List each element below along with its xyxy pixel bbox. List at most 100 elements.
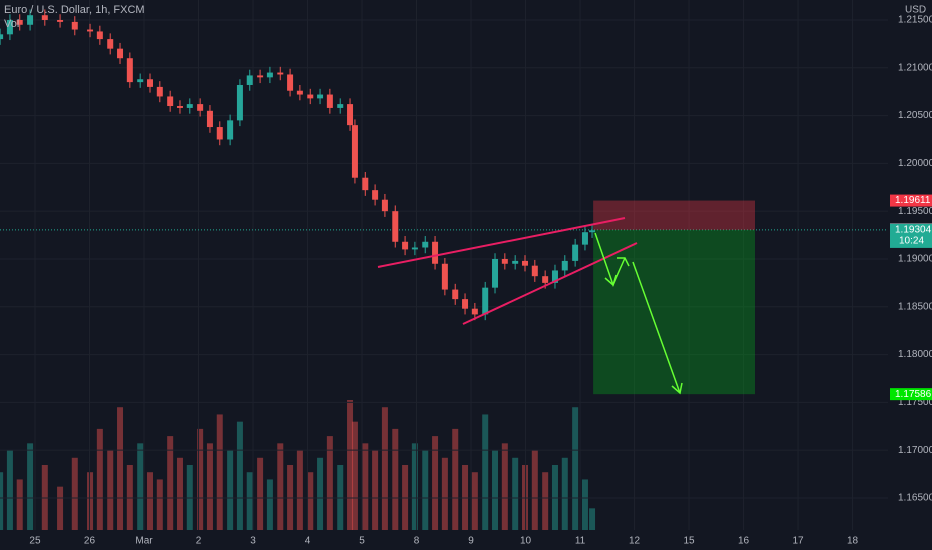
wedge-lower xyxy=(462,242,638,325)
volume-bar xyxy=(96,428,103,530)
volume-bar xyxy=(277,443,284,530)
price-tag-label: 1.17586 xyxy=(895,389,932,400)
volume-bar xyxy=(326,436,333,530)
volume-bar xyxy=(512,457,519,530)
candle-body xyxy=(216,127,223,140)
volume-bar xyxy=(87,472,94,530)
x-tick-label: 16 xyxy=(738,536,750,547)
candle-body xyxy=(266,72,273,78)
volume-bar xyxy=(422,450,429,530)
volume-bar xyxy=(441,457,448,530)
x-tick-label: 9 xyxy=(468,536,474,547)
x-tick-label: 18 xyxy=(847,536,859,547)
y-tick-label: 1.17500 xyxy=(898,397,932,408)
candle-body xyxy=(581,232,588,245)
volume-bar xyxy=(146,472,153,530)
x-tick-label: 11 xyxy=(575,536,586,547)
candle-body xyxy=(27,15,34,25)
candle-body xyxy=(561,260,568,271)
x-tick-label: 5 xyxy=(359,536,365,547)
volume-bar xyxy=(0,472,4,530)
volume-bar xyxy=(227,450,234,530)
candle-body xyxy=(87,29,94,32)
volume-bar xyxy=(381,407,388,530)
candle-body xyxy=(402,241,409,250)
candle-body xyxy=(337,104,344,108)
candle-body xyxy=(452,289,459,300)
candle-body xyxy=(482,287,489,315)
volume-bar xyxy=(137,443,144,530)
price-tag xyxy=(890,388,932,401)
volume-bar xyxy=(57,486,64,530)
candle-body xyxy=(227,120,234,140)
candle-body xyxy=(462,299,469,309)
y-tick-label: 1.17000 xyxy=(898,445,932,456)
arrow-head xyxy=(617,257,630,267)
candle-body xyxy=(542,276,549,283)
x-tick-label: 3 xyxy=(250,536,256,547)
candle-body xyxy=(492,258,499,288)
volume-bar xyxy=(589,508,596,530)
candle-body xyxy=(186,104,193,108)
x-tick-label: 25 xyxy=(29,536,41,547)
candles xyxy=(0,9,596,321)
candle-body xyxy=(372,190,379,200)
position-tool xyxy=(593,200,756,395)
volume-bar xyxy=(206,443,213,530)
countdown: 10:24 xyxy=(899,236,924,247)
volume-bar xyxy=(482,414,489,530)
x-tick-label: 12 xyxy=(629,536,641,547)
y-tick-label: 1.19000 xyxy=(898,254,932,265)
candle-body xyxy=(277,72,284,75)
y-tick-label: 1.18500 xyxy=(898,301,932,312)
candle-body xyxy=(381,199,388,212)
y-tick-label: 1.21500 xyxy=(898,15,932,26)
price-tag-label: 1.19304 xyxy=(895,225,932,236)
volume-bar xyxy=(266,479,273,530)
volume-bar xyxy=(107,450,114,530)
price-axis: 1.16500 1.17000 1.17500 1.18000 1.18500 1.190… xyxy=(29,15,932,547)
candle-body xyxy=(257,75,264,78)
y-tick-label: 1.19500 xyxy=(898,206,932,217)
candle-body xyxy=(432,241,439,264)
candle-body xyxy=(16,19,23,25)
candle-body xyxy=(307,94,314,99)
candle-body xyxy=(167,96,174,107)
candle-body xyxy=(137,79,144,83)
candle-body xyxy=(471,308,478,315)
candle-body xyxy=(57,19,64,22)
volume-bar xyxy=(216,414,223,530)
candle-body xyxy=(392,211,399,242)
symbol-title: Euro / U.S. Dollar, 1h, FXCM xyxy=(4,4,145,16)
volume-bar xyxy=(16,479,23,530)
candle-body xyxy=(347,104,354,126)
volume-bar xyxy=(561,457,568,530)
x-tick-label: 15 xyxy=(683,536,695,547)
candle-body xyxy=(411,247,418,250)
volume-bar xyxy=(156,479,163,530)
volume-bar xyxy=(581,479,588,530)
arrow-head xyxy=(604,274,617,287)
candle-body xyxy=(236,84,243,121)
volume-bar xyxy=(372,450,379,530)
volume-bar xyxy=(411,443,418,530)
candle-body xyxy=(589,230,596,233)
volume-bar xyxy=(6,450,13,530)
candle-body xyxy=(117,48,124,59)
volume-bar xyxy=(501,443,508,530)
x-tick-label: 17 xyxy=(793,536,805,547)
arrow-head xyxy=(671,382,683,395)
volume-bar xyxy=(117,407,124,530)
candle-body xyxy=(441,263,448,290)
volume-bar xyxy=(236,421,243,530)
volume-label: Vol xyxy=(4,18,19,30)
candle-body xyxy=(317,94,324,99)
x-tick-label: 8 xyxy=(414,536,420,547)
y-tick-label: 1.16500 xyxy=(898,493,932,504)
price-tag xyxy=(890,223,932,248)
candle-body xyxy=(206,110,213,128)
price-tag xyxy=(890,194,932,207)
volume-bar xyxy=(572,407,579,530)
